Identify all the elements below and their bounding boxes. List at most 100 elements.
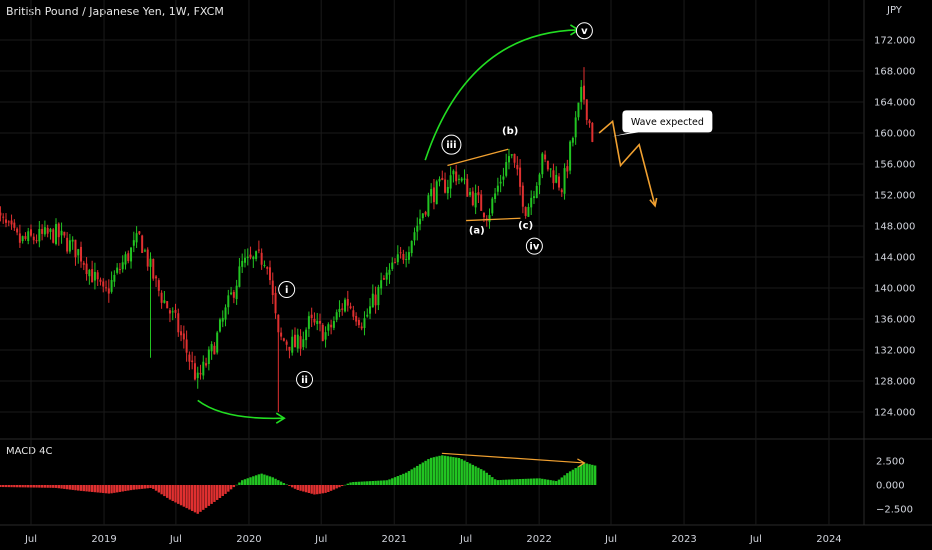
histogram-bar xyxy=(63,485,66,489)
histogram-bar xyxy=(227,485,230,492)
candle-body xyxy=(513,153,516,163)
histogram-bar xyxy=(21,485,24,488)
candle-body xyxy=(116,267,119,273)
candle-body xyxy=(591,122,594,142)
candle-body xyxy=(46,227,49,234)
histogram-bar xyxy=(585,463,588,485)
histogram-bar xyxy=(291,485,294,488)
histogram-bar xyxy=(10,485,13,488)
histogram-bar xyxy=(288,485,291,486)
wave-label: (b) xyxy=(502,126,518,137)
wave-label-text: iv xyxy=(529,242,539,253)
candle-body xyxy=(232,291,235,298)
histogram-bar xyxy=(404,472,408,485)
candle-body xyxy=(35,240,38,242)
candle-body xyxy=(441,177,444,181)
histogram-bar xyxy=(504,479,508,485)
price-tick-label: 132.000 xyxy=(874,346,915,357)
candle-body xyxy=(563,168,566,194)
wave-label-text: (c) xyxy=(518,221,533,232)
histogram-bar xyxy=(477,467,480,485)
histogram-bar xyxy=(593,465,597,485)
histogram-bar xyxy=(27,485,30,488)
candle-body xyxy=(555,174,558,183)
histogram-bar xyxy=(396,476,400,485)
histogram-bar xyxy=(143,485,147,489)
wave-label-circle xyxy=(441,134,462,155)
price-axis[interactable]: 172.000 168.000 164.000 160.000 156.000 152.0… xyxy=(874,36,915,419)
candle-body xyxy=(166,301,169,309)
candle-body xyxy=(371,293,374,308)
histogram-bar xyxy=(418,464,422,485)
candle-body xyxy=(313,319,316,323)
histogram-bar xyxy=(124,485,127,492)
histogram-bar xyxy=(491,477,494,485)
histogram-bar xyxy=(516,479,519,485)
candle-body xyxy=(152,258,155,279)
candle-body xyxy=(449,175,452,189)
candle-body xyxy=(319,320,322,324)
indicator-axis[interactable]: 2.500 0.000 −2.500 xyxy=(876,457,913,516)
histogram-bar xyxy=(160,485,163,495)
wave-label: iii xyxy=(441,134,462,155)
histogram-bar xyxy=(215,485,219,500)
candle-body xyxy=(585,99,588,121)
histogram-bar xyxy=(379,480,383,485)
candle-body xyxy=(577,102,580,118)
histogram-bar xyxy=(310,485,313,494)
candle-body xyxy=(107,288,110,294)
candle-body xyxy=(502,176,505,180)
histogram-bar xyxy=(57,485,60,489)
candle-body xyxy=(49,228,52,232)
candle-body xyxy=(171,311,174,313)
candle-body xyxy=(180,331,183,336)
candle-body xyxy=(246,256,249,259)
candle-body xyxy=(355,315,358,322)
wave-label-text: i xyxy=(285,285,288,296)
candle-body xyxy=(160,292,163,303)
histogram-bar xyxy=(277,480,280,485)
histogram-bar xyxy=(38,485,41,488)
histogram-bar xyxy=(479,469,483,485)
wave-label: ii xyxy=(296,370,314,388)
histogram-bar xyxy=(446,456,450,485)
candle-body xyxy=(571,137,574,143)
candle-body xyxy=(421,213,424,219)
candle-body xyxy=(132,240,135,246)
histogram-bar xyxy=(468,463,472,485)
callout-text: Wave expected xyxy=(631,117,704,128)
candle-body xyxy=(293,334,296,348)
histogram-bar xyxy=(349,482,352,485)
histogram-bar xyxy=(524,478,527,485)
candle-body xyxy=(405,258,408,260)
impulse-arc-arrow xyxy=(424,29,579,161)
time-axis[interactable]: Jul 2019 Jul 2020 Jul 2021 Jul 2022 Jul 2023 Jul 20… xyxy=(24,534,842,545)
candle-body xyxy=(238,266,241,287)
candle-body xyxy=(574,117,577,138)
candle-body xyxy=(221,317,224,322)
candle-body xyxy=(13,222,16,228)
wave-label: iv xyxy=(525,237,543,255)
triangle-lower-line xyxy=(466,217,521,222)
histogram-bar xyxy=(385,480,388,485)
histogram-bar xyxy=(49,485,52,488)
candle-body xyxy=(102,281,105,287)
candle-body xyxy=(163,300,166,303)
histogram-bar xyxy=(221,485,224,497)
candle-body xyxy=(77,249,80,256)
candle-body xyxy=(316,320,319,325)
histogram-bar xyxy=(0,485,2,488)
histogram-bar xyxy=(460,459,463,485)
histogram-bar xyxy=(538,478,541,485)
histogram-bar xyxy=(557,479,561,485)
histogram-bar xyxy=(232,485,236,488)
candle-body xyxy=(285,341,288,345)
histogram-bar xyxy=(332,485,336,490)
histogram-bar xyxy=(279,481,283,485)
candle-body xyxy=(177,313,180,333)
histogram-bar xyxy=(499,479,502,485)
time-tick-label: Jul xyxy=(169,534,182,545)
histogram-bar xyxy=(429,457,433,485)
